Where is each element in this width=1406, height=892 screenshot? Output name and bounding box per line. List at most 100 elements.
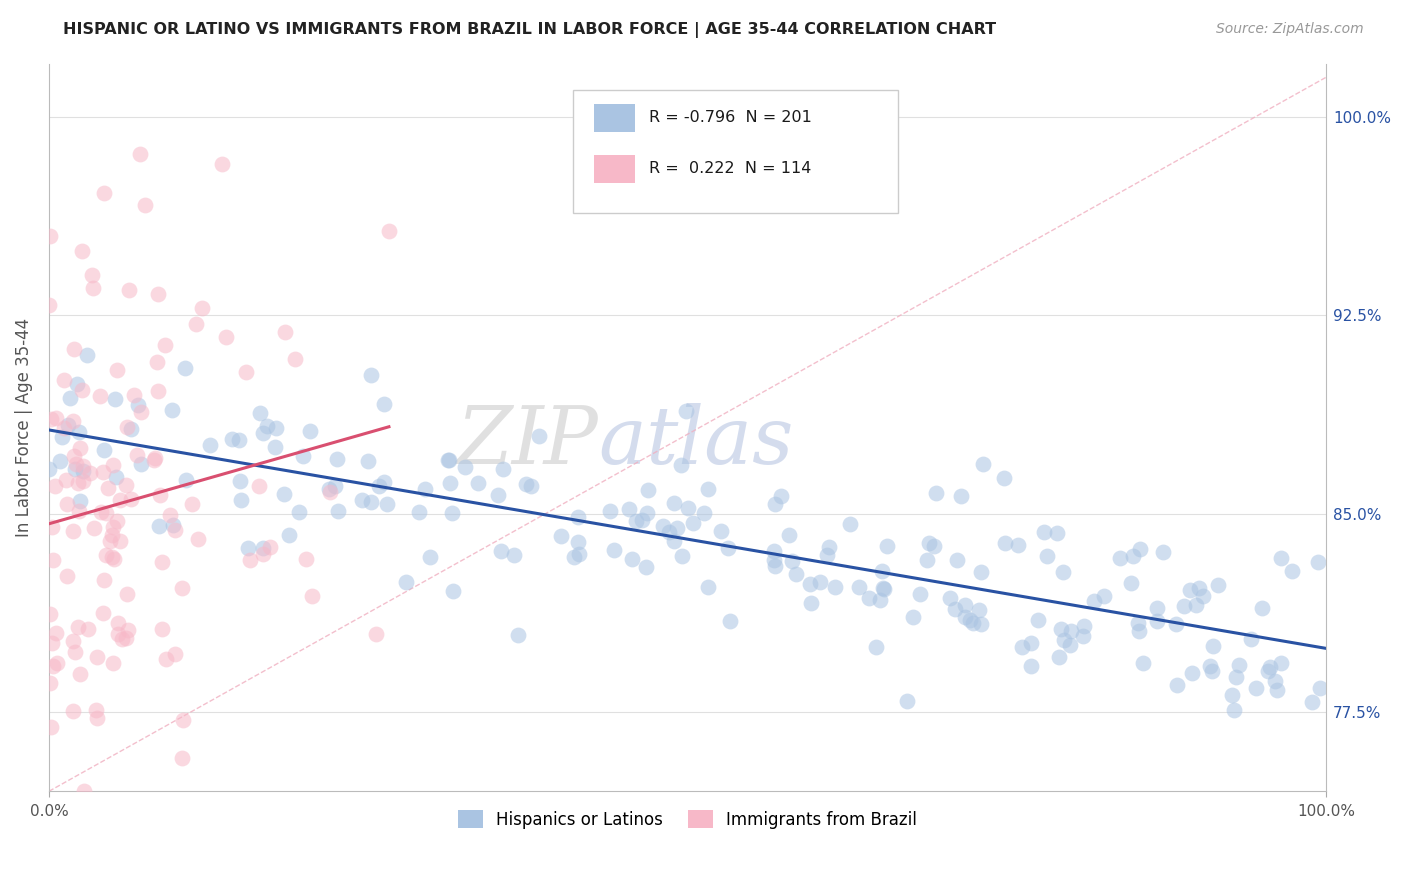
Text: R = -0.796  N = 201: R = -0.796 N = 201 <box>650 111 813 126</box>
Point <box>1019 636 1042 650</box>
Point <box>103 458 125 472</box>
Point <box>408 505 430 519</box>
Point <box>238 541 260 556</box>
Point <box>503 548 526 562</box>
Point <box>1092 589 1115 603</box>
Point <box>800 596 823 610</box>
Point <box>228 433 250 447</box>
Point <box>247 479 270 493</box>
Point <box>486 488 509 502</box>
Point <box>62 704 84 718</box>
Point <box>378 224 401 238</box>
Point <box>770 489 793 503</box>
Point <box>55 473 77 487</box>
Point <box>127 399 149 413</box>
Point <box>710 524 733 539</box>
Point <box>1308 556 1330 570</box>
Point <box>94 548 117 562</box>
Point <box>676 501 699 516</box>
Point <box>69 494 91 508</box>
Point <box>174 361 197 376</box>
Point <box>508 628 530 642</box>
Point <box>527 429 550 443</box>
Point <box>918 536 941 550</box>
Point <box>1050 622 1073 636</box>
Point <box>120 422 142 436</box>
Point <box>599 504 621 518</box>
Point <box>1146 615 1168 629</box>
Point <box>264 440 287 454</box>
Point <box>72 475 94 489</box>
Point <box>93 442 115 457</box>
Point <box>148 519 170 533</box>
Point <box>439 475 461 490</box>
Point <box>808 575 831 590</box>
Point <box>45 411 67 425</box>
Point <box>66 620 89 634</box>
Point <box>146 384 169 399</box>
Point <box>1059 639 1081 653</box>
Point <box>39 720 62 734</box>
Point <box>903 610 925 624</box>
Point <box>1220 688 1243 702</box>
Point <box>636 506 658 520</box>
Point <box>1246 681 1268 695</box>
Point <box>1052 565 1074 579</box>
Point <box>174 473 197 487</box>
Point <box>328 503 350 517</box>
Point <box>785 566 807 581</box>
Point <box>489 543 512 558</box>
Point <box>970 617 993 632</box>
Point <box>45 656 67 670</box>
Point <box>129 405 152 419</box>
Point <box>235 365 257 379</box>
Point <box>91 465 114 479</box>
Point <box>1178 582 1201 597</box>
Point <box>120 491 142 506</box>
Point <box>1227 658 1250 673</box>
Point <box>146 354 169 368</box>
Point <box>1132 656 1154 670</box>
Point <box>1033 524 1056 539</box>
Point <box>1166 678 1188 692</box>
Point <box>159 508 181 522</box>
Point <box>962 615 984 630</box>
Point <box>163 523 186 537</box>
Point <box>111 632 134 646</box>
Point <box>67 475 90 490</box>
Point <box>492 462 515 476</box>
Point <box>357 454 380 468</box>
Point <box>170 581 193 595</box>
Point <box>1225 670 1247 684</box>
Point <box>972 458 994 472</box>
Point <box>301 589 323 603</box>
Point <box>115 631 138 645</box>
Point <box>360 494 382 508</box>
Point <box>693 506 716 520</box>
Point <box>79 467 101 481</box>
Point <box>350 493 373 508</box>
Point <box>117 623 139 637</box>
Point <box>153 338 176 352</box>
Point <box>970 565 993 579</box>
Point <box>184 317 207 331</box>
Point <box>1265 682 1288 697</box>
Point <box>191 301 214 316</box>
Point <box>229 493 252 508</box>
Point <box>63 449 86 463</box>
Point <box>215 330 238 344</box>
Point <box>266 420 288 434</box>
Point <box>69 666 91 681</box>
Point <box>56 569 79 583</box>
Point <box>1129 541 1152 556</box>
Point <box>62 524 84 539</box>
Point <box>818 540 841 554</box>
Point <box>252 547 274 561</box>
Point <box>38 298 60 312</box>
Point <box>717 541 740 555</box>
Point <box>1201 639 1223 653</box>
Point <box>295 551 318 566</box>
Point <box>82 281 104 295</box>
Point <box>89 389 111 403</box>
Text: atlas: atlas <box>598 403 793 481</box>
